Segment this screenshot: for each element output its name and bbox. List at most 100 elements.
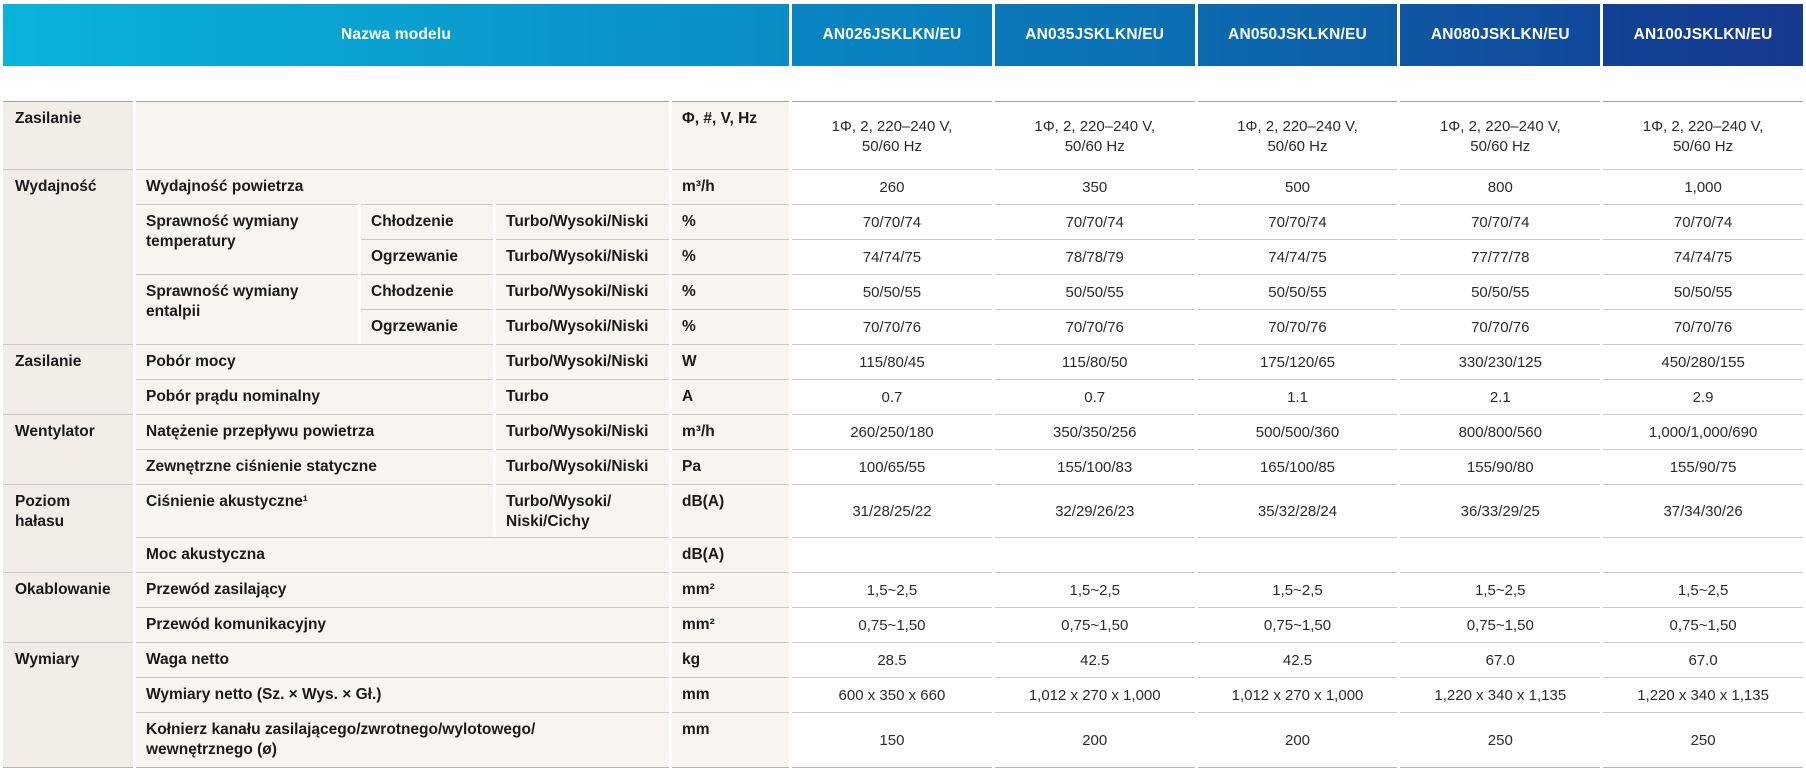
table-row: Sprawność wymiany temperatury Chłodzenie… xyxy=(3,204,1803,274)
spec-value: 50/50/55 xyxy=(1400,274,1601,309)
spec-value: 250 xyxy=(1400,712,1601,768)
table-row: Pobór prądu nominalny Turbo A 0.7 0.7 1.… xyxy=(3,379,1803,414)
spec-label: Przewód zasilający xyxy=(136,572,669,607)
spec-value: 100/65/55 xyxy=(792,449,992,484)
spec-value xyxy=(1603,537,1803,572)
spec-label: Wymiary netto (Sz. × Wys. × Gł.) xyxy=(136,677,669,712)
spec-value: 1Φ, 2, 220–240 V, 50/60 Hz xyxy=(1197,101,1398,169)
spec-label: Ciśnienie akustyczne¹ xyxy=(136,484,493,537)
model-column-header: AN080JSKLKN/EU xyxy=(1400,4,1601,66)
unit-label: Pa xyxy=(672,449,790,484)
spec-value: 70/70/76 xyxy=(1603,309,1803,344)
unit-label: W xyxy=(672,344,790,379)
spec-label: Sprawność wymiany entalpii xyxy=(136,274,358,344)
unit-label: % xyxy=(672,309,790,344)
spec-value: 28.5 xyxy=(792,642,992,677)
spec-value: 2.9 xyxy=(1603,379,1803,414)
spec-value: 70/70/76 xyxy=(792,309,992,344)
unit-label: mm² xyxy=(672,572,790,607)
unit-label: % xyxy=(672,274,790,309)
spec-label: Sprawność wymiany temperatury xyxy=(136,204,358,274)
spec-value: 0,75~1,50 xyxy=(1400,607,1601,642)
spec-value xyxy=(792,537,992,572)
unit-label: mm xyxy=(672,677,790,712)
spec-label: Pobór prądu nominalny xyxy=(136,379,493,414)
spec-value: 200 xyxy=(994,712,1195,768)
category-cell: Wydajność xyxy=(3,169,133,344)
mode-label: Turbo xyxy=(496,379,669,414)
spec-value: 67.0 xyxy=(1400,642,1601,677)
mode-label: Turbo/Wysoki/Niski xyxy=(496,239,669,274)
unit-label: dB(A) xyxy=(672,537,790,572)
spec-value: 70/70/74 xyxy=(1400,204,1601,239)
spec-value: 70/70/76 xyxy=(994,309,1195,344)
model-column-header: AN026JSKLKN/EU xyxy=(792,4,992,66)
spec-value: 1,000/1,000/690 xyxy=(1603,414,1803,449)
spec-label: Pobór mocy xyxy=(136,344,493,379)
spec-value: 0.7 xyxy=(792,379,992,414)
model-column-header: AN100JSKLKN/EU xyxy=(1603,4,1803,66)
spec-value: 50/50/55 xyxy=(1603,274,1803,309)
spec-value: 155/100/83 xyxy=(994,449,1195,484)
spec-value: 1.1 xyxy=(1197,379,1398,414)
spec-value: 67.0 xyxy=(1603,642,1803,677)
mode-label: Turbo/Wysoki/Niski xyxy=(496,309,669,344)
spec-value: 115/80/45 xyxy=(792,344,992,379)
spec-value: 1Φ, 2, 220–240 V, 50/60 Hz xyxy=(1400,101,1601,169)
spec-value xyxy=(1197,537,1398,572)
unit-label: A xyxy=(672,379,790,414)
category-cell: Poziom hałasu xyxy=(3,484,133,572)
table-row: Ogrzewanie Turbo/Wysoki/Niski % 70/70/76… xyxy=(3,309,1803,344)
spec-value: 450/280/155 xyxy=(1603,344,1803,379)
category-cell: Wentylator xyxy=(3,414,133,484)
spec-value: 74/74/75 xyxy=(1603,239,1803,274)
model-name-header: Nazwa modelu xyxy=(3,4,790,66)
spec-value: 1Φ, 2, 220–240 V, 50/60 Hz xyxy=(792,101,992,169)
spec-value: 50/50/55 xyxy=(1197,274,1398,309)
table-row: Poziom hałasu Ciśnienie akustyczne¹ Turb… xyxy=(3,484,1803,572)
table-row: Wymiary netto (Sz. × Wys. × Gł.) mm 600 … xyxy=(3,677,1803,712)
spec-value: 32/29/26/23 xyxy=(994,484,1195,537)
table-row: Kołnierz kanału zasilającego/zwrotnego/w… xyxy=(3,712,1803,768)
spec-value: 70/70/74 xyxy=(1197,204,1398,239)
spec-value: 78/78/79 xyxy=(994,239,1195,274)
category-cell: Zasilanie xyxy=(3,101,133,169)
mode-label: Turbo/Wysoki/Niski xyxy=(496,414,669,449)
spec-value: 165/100/85 xyxy=(1197,449,1398,484)
category-cell: Zasilanie xyxy=(3,344,133,414)
model-column-header: AN050JSKLKN/EU xyxy=(1197,4,1398,66)
spec-value: 350/350/256 xyxy=(994,414,1195,449)
table-row: Przewód komunikacyjny mm² 0,75~1,50 0,75… xyxy=(3,607,1803,642)
spec-value: 800/800/560 xyxy=(1400,414,1601,449)
model-header-row: Nazwa modelu AN026JSKLKN/EU AN035JSKLKN/… xyxy=(3,4,1803,66)
unit-label: mm xyxy=(672,712,790,768)
spec-value: 1,5~2,5 xyxy=(792,572,992,607)
spec-value: 600 x 350 x 660 xyxy=(792,677,992,712)
table-row: Sprawność wymiany entalpii Chłodzenie Tu… xyxy=(3,274,1803,344)
spec-value: 260 xyxy=(792,169,992,204)
spec-label: Natężenie przepływu powietrza xyxy=(136,414,493,449)
spec-value: 70/70/76 xyxy=(1197,309,1398,344)
spec-value: 200 xyxy=(1197,712,1398,768)
mode-label: Turbo/Wysoki/Niski xyxy=(496,274,669,309)
spec-value: 350 xyxy=(994,169,1195,204)
spec-value xyxy=(1400,537,1601,572)
table-row: Moc akustyczna dB(A) xyxy=(3,537,1803,572)
header-spacer xyxy=(3,66,1803,101)
spec-value: 150 xyxy=(792,712,992,768)
spec-value: 800 xyxy=(1400,169,1601,204)
spec-value: 1,000 xyxy=(1603,169,1803,204)
spec-label: Wydajność powietrza xyxy=(136,169,669,204)
spec-value: 0.7 xyxy=(994,379,1195,414)
unit-label: m³/h xyxy=(672,169,790,204)
spec-value: 250 xyxy=(1603,712,1803,768)
condition-label: Chłodzenie xyxy=(361,204,493,239)
spec-value: 1Φ, 2, 220–240 V, 50/60 Hz xyxy=(1603,101,1803,169)
spec-value: 0,75~1,50 xyxy=(994,607,1195,642)
spec-value: 70/70/74 xyxy=(1603,204,1803,239)
spec-value: 35/32/28/24 xyxy=(1197,484,1398,537)
spec-label: Waga netto xyxy=(136,642,669,677)
spec-value: 500 xyxy=(1197,169,1398,204)
spec-value: 1Φ, 2, 220–240 V, 50/60 Hz xyxy=(994,101,1195,169)
spec-value: 0,75~1,50 xyxy=(792,607,992,642)
